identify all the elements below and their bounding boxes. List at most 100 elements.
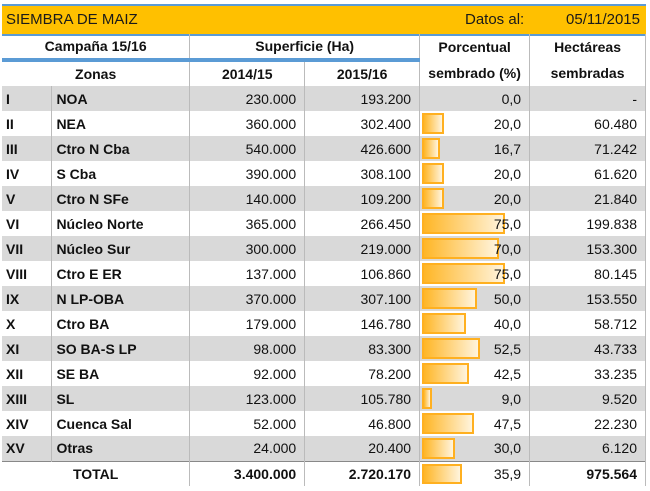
table-row: I NOA 230.000 193.200 0,0- — [2, 86, 646, 111]
pct-cell: 0,0 — [419, 86, 531, 111]
title-bar: SIEMBRA DE MAIZ Datos al: 05/11/2015 — [2, 4, 646, 36]
surface-2014: 24.000 — [189, 436, 306, 461]
pct-cell: 16,7 — [419, 136, 531, 161]
table-row: XIII SL 123.000 105.780 9,0 9.520 — [2, 386, 646, 411]
sowing-table: Campaña 15/16 Superficie (Ha) Porcentual… — [2, 34, 646, 486]
zone-number: IV — [2, 161, 53, 186]
surface-2015: 302.400 — [304, 111, 421, 136]
pct-value: 30,0 — [493, 440, 522, 457]
table-row: V Ctro N SFe 140.000 109.200 20,0 21.840 — [2, 186, 646, 211]
surface-header: Superficie (Ha) — [189, 34, 421, 62]
surface-2014: 390.000 — [189, 161, 306, 186]
surface-2015: 193.200 — [304, 86, 421, 111]
zone-number: IX — [2, 286, 53, 311]
zone-name: Ctro BA — [51, 311, 191, 336]
pct-header-2: sembrado (%) — [419, 60, 531, 86]
data-bar — [422, 313, 467, 334]
pct-value: 9,0 — [501, 390, 522, 407]
zone-number: V — [2, 186, 53, 211]
table-row: XIV Cuenca Sal 52.000 46.800 47,5 22.230 — [2, 411, 646, 436]
hectares-sown: 61.620 — [529, 161, 646, 186]
pct-value: 70,0 — [493, 240, 522, 257]
pct-cell: 75,0 — [419, 211, 531, 236]
hectares-sown: 21.840 — [529, 186, 646, 211]
zones-header: Zonas — [2, 60, 191, 86]
pct-value: 20,0 — [493, 165, 522, 182]
table-row: XI SO BA-S LP 98.000 83.300 52,5 43.733 — [2, 336, 646, 361]
surface-2014: 230.000 — [189, 86, 306, 111]
surface-2015: 20.400 — [304, 436, 421, 461]
pct-cell: 35,9 — [419, 460, 531, 486]
pct-header-1: Porcentual — [419, 34, 531, 60]
zone-name: Ctro E ER — [51, 261, 191, 286]
pct-cell: 52,5 — [419, 336, 531, 361]
hectares-sown: 71.242 — [529, 136, 646, 161]
zone-number: XII — [2, 361, 53, 386]
pct-value: 16,7 — [493, 140, 522, 157]
data-bar — [422, 438, 456, 459]
table-row: IV S Cba 390.000 308.100 20,0 61.620 — [2, 161, 646, 186]
total-hectares: 975.564 — [529, 460, 646, 486]
pct-value: 52,5 — [493, 340, 522, 357]
table-row: VII Núcleo Sur 300.000 219.000 70,0 153.300 — [2, 236, 646, 261]
date-label: Datos al: — [465, 11, 525, 28]
pct-value: 0,0 — [501, 90, 522, 107]
zone-name: SE BA — [51, 361, 191, 386]
surface-2014: 360.000 — [189, 111, 306, 136]
pct-value: 75,0 — [493, 265, 522, 282]
data-bar — [422, 163, 445, 184]
pct-value: 75,0 — [493, 215, 522, 232]
surface-2014: 370.000 — [189, 286, 306, 311]
year2-header: 2015/16 — [304, 60, 421, 86]
hectares-sown: 22.230 — [529, 411, 646, 436]
pct-value: 20,0 — [493, 115, 522, 132]
pct-cell: 30,0 — [419, 436, 531, 461]
hectares-sown: - — [529, 86, 646, 111]
zone-name: NOA — [51, 86, 191, 111]
zone-name: Núcleo Norte — [51, 211, 191, 236]
pct-value: 20,0 — [493, 190, 522, 207]
pct-value: 47,5 — [493, 415, 522, 432]
data-bar — [422, 138, 441, 159]
surface-2015: 219.000 — [304, 236, 421, 261]
pct-cell: 20,0 — [419, 111, 531, 136]
hectares-sown: 9.520 — [529, 386, 646, 411]
surface-2014: 123.000 — [189, 386, 306, 411]
campaign-header: Campaña 15/16 — [2, 34, 191, 62]
table-row: II NEA 360.000 302.400 20,0 60.480 — [2, 111, 646, 136]
pct-cell: 47,5 — [419, 411, 531, 436]
surface-2014: 140.000 — [189, 186, 306, 211]
table-row: III Ctro N Cba 540.000 426.600 16,7 71.242 — [2, 136, 646, 161]
hectares-sown: 60.480 — [529, 111, 646, 136]
total-2014: 3.400.000 — [189, 460, 306, 486]
data-bar — [422, 338, 480, 359]
data-bar — [422, 363, 469, 384]
table-row: X Ctro BA 179.000 146.780 40,0 58.712 — [2, 311, 646, 336]
zone-name: Núcleo Sur — [51, 236, 191, 261]
zone-number: XV — [2, 436, 53, 461]
total-label: TOTAL — [2, 460, 191, 486]
data-bar — [422, 388, 432, 409]
zone-number: XIII — [2, 386, 53, 411]
zone-number: XIV — [2, 411, 53, 436]
hectares-sown: 33.235 — [529, 361, 646, 386]
zone-name: Ctro N SFe — [51, 186, 191, 211]
surface-2015: 426.600 — [304, 136, 421, 161]
surface-2014: 540.000 — [189, 136, 306, 161]
surface-2014: 365.000 — [189, 211, 306, 236]
data-bar — [422, 238, 500, 259]
data-bar — [422, 288, 478, 309]
zone-name: S Cba — [51, 161, 191, 186]
pct-cell: 20,0 — [419, 186, 531, 211]
zone-number: XI — [2, 336, 53, 361]
table-row: XV Otras 24.000 20.400 30,0 6.120 — [2, 436, 646, 461]
surface-2014: 52.000 — [189, 411, 306, 436]
hectares-sown: 199.838 — [529, 211, 646, 236]
zone-number: II — [2, 111, 53, 136]
surface-2015: 308.100 — [304, 161, 421, 186]
table-row: IX N LP-OBA 370.000 307.100 50,0 153.550 — [2, 286, 646, 311]
zone-name: Cuenca Sal — [51, 411, 191, 436]
surface-2014: 137.000 — [189, 261, 306, 286]
pct-cell: 40,0 — [419, 311, 531, 336]
